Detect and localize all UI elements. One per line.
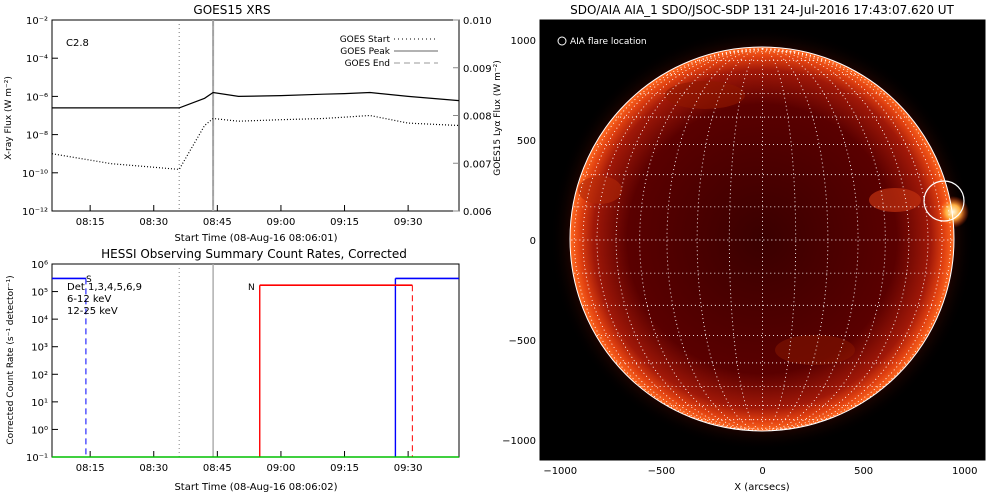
hessi-legend-6-12kev: 6-12 keV [67, 294, 111, 305]
hessi-panel: HESSI Observing Summary Count Rates, Cor… [6, 247, 460, 493]
aia-limb-outline [569, 46, 955, 432]
aia-longitude-line [615, 48, 763, 431]
goes-x-tick-label: 08:45 [203, 217, 232, 228]
aia-y-tick-label: 1000 [511, 36, 536, 47]
goes-y-tick-label: 10⁻⁶ [26, 92, 48, 103]
goes-x-ticks: 08:15 08:30 08:45 09:00 09:15 09:30 [76, 205, 423, 228]
hessi-x-tick-label: 09:00 [267, 463, 296, 474]
aia-x-tick-label: 500 [854, 466, 873, 477]
goes-event-lines [178, 20, 215, 211]
goes-right-tick-label: 0.009 [463, 64, 492, 75]
goes-y-tick-label: 10⁻¹⁰ [22, 169, 48, 180]
goes-ylabel: X-ray Flux (W m⁻²) [4, 76, 14, 160]
goes-right-tick-label: 0.008 [463, 112, 492, 123]
aia-flare-source [937, 196, 969, 228]
aia-sun-disk [570, 47, 954, 431]
legend-goes-peak-label: GOES Peak [340, 47, 390, 57]
hessi-x-tick-label: 08:45 [203, 463, 232, 474]
aia-longitude-line [639, 48, 763, 431]
goes-y-tick-label: 10⁻¹² [22, 207, 48, 218]
aia-x-tick-label: −500 [648, 466, 675, 477]
aia-longitude-line [762, 48, 929, 431]
hessi-y-tick-label: 10⁻¹ [26, 453, 48, 464]
goes-right-tick-label: 0.006 [463, 207, 492, 218]
hessi-x-tick-label: 09:15 [330, 463, 359, 474]
aia-title: SDO/AIA AIA_1 SDO/JSOC-SDP 131 24-Jul-20… [570, 3, 954, 17]
aia-longitude-line [762, 48, 829, 431]
hessi-series [52, 277, 459, 458]
aia-flare-location-circle [923, 180, 965, 222]
aia-longitude-line [696, 48, 763, 431]
legend-goes-start-label: GOES Start [340, 35, 391, 45]
goes-y-tick-label: 10⁻⁸ [26, 131, 48, 142]
aia-panel: SDO/AIA AIA_1 SDO/JSOC-SDP 131 24-Jul-20… [502, 3, 986, 493]
hessi-y-tick-label: 10³ [31, 343, 48, 354]
hessi-x-tick-label: 08:30 [139, 463, 168, 474]
goes-plot-frame [51, 19, 460, 212]
hessi-y-tick-label: 10² [31, 370, 48, 381]
hessi-y-ticks: 10⁶ 10⁵ 10⁴ 10³ 10² 10¹ 10⁰ 10⁻¹ [26, 260, 58, 464]
aia-x-tick-label: 0 [759, 466, 765, 477]
hessi-y-tick-label: 10⁴ [31, 315, 48, 326]
goes-y-tick-label: 10⁻² [26, 16, 48, 27]
hessi-y-tick-label: 10⁵ [31, 288, 48, 299]
aia-longitude-line [762, 48, 951, 431]
aia-x-tick-label: 1000 [952, 466, 977, 477]
goes-series [51, 91, 460, 171]
aia-longitude-line [728, 48, 763, 431]
hessi-legend: Det 1,3,4,5,6,9 6-12 keV 12-25 keV [67, 282, 142, 317]
aia-longitude-line [762, 48, 886, 431]
goes-x-tick-label: 09:15 [330, 217, 359, 228]
aia-y-tick-label: −500 [509, 336, 536, 347]
goes-panel: GOES15 XRS C2.8 GOES Start GOES Peak GOE… [4, 3, 503, 244]
hessi-y-tick-label: 10⁰ [31, 425, 48, 436]
goes-y-ticks-right: 0.010 0.009 0.008 0.007 0.006 [453, 16, 492, 218]
goes-x-tick-label: 08:30 [139, 217, 168, 228]
hessi-xlabel: Start Time (08-Aug-16 08:06:02) [174, 482, 337, 493]
goes-series-solid [52, 91, 460, 109]
aia-active-regions [578, 81, 921, 365]
hessi-x-ticks: 08:15 08:30 08:45 09:00 09:15 09:30 [76, 451, 423, 474]
hessi-y-tick-label: 10⁶ [31, 260, 48, 271]
aia-xlabel: X (arcsecs) [734, 482, 790, 493]
legend-goes-end-label: GOES End [345, 59, 390, 69]
aia-y-tick-label: 0 [530, 236, 536, 247]
hessi-ylabel: Corrected Count Rate (s⁻¹ detector⁻¹) [6, 275, 16, 444]
goes-x-tick-label: 09:30 [394, 217, 423, 228]
goes-legend: GOES Start GOES Peak GOES End [340, 35, 438, 69]
goes-y-ticks: 10⁻² 10⁻⁴ 10⁻⁶ 10⁻⁸ 10⁻¹⁰ 10⁻¹² [22, 16, 58, 218]
aia-longitude-line [762, 48, 797, 431]
aia-longitude-line [574, 48, 763, 431]
hessi-x-tick-label: 08:15 [76, 463, 105, 474]
aia-y-tick-label: −1000 [502, 436, 536, 447]
hessi-event-lines [85, 264, 413, 457]
aia-x-tick-label: −1000 [543, 466, 577, 477]
aia-x-ticks: −1000 −500 0 500 1000 [543, 454, 977, 477]
hessi-marker-n: N [248, 283, 255, 293]
aia-longitude-line [762, 48, 910, 431]
hessi-marker-s: S [86, 275, 92, 285]
hessi-title: HESSI Observing Summary Count Rates, Cor… [101, 247, 407, 261]
goes-x-tick-label: 09:00 [267, 217, 296, 228]
goes-y-tick-label: 10⁻⁴ [26, 54, 48, 65]
goes-title: GOES15 XRS [193, 3, 270, 17]
goes-series-dotted [51, 114, 460, 171]
hessi-legend-det: Det 1,3,4,5,6,9 [67, 282, 142, 293]
aia-y-tick-label: 500 [517, 136, 536, 147]
hessi-x-tick-label: 09:30 [394, 463, 423, 474]
hessi-y-tick-label: 10¹ [31, 398, 48, 409]
goes-right-tick-label: 0.007 [463, 159, 492, 170]
goes-right-tick-label: 0.010 [463, 16, 492, 27]
goes-flare-class: C2.8 [66, 38, 89, 49]
goes-xlabel: Start Time (08-Aug-16 08:06:01) [174, 233, 337, 244]
aia-lat-lon-grid [571, 48, 954, 431]
goes-ylabel-right: GOES15 Lyα Flux (W m⁻²) [493, 60, 503, 176]
aia-longitude-line [596, 48, 763, 431]
hessi-legend-12-25kev: 12-25 keV [67, 306, 118, 317]
aia-legend-label: AIA flare location [570, 37, 647, 47]
aia-y-ticks: 1000 500 0 −500 −1000 [502, 36, 546, 447]
goes-x-tick-label: 08:15 [76, 217, 105, 228]
aia-legend-symbol [557, 36, 567, 46]
